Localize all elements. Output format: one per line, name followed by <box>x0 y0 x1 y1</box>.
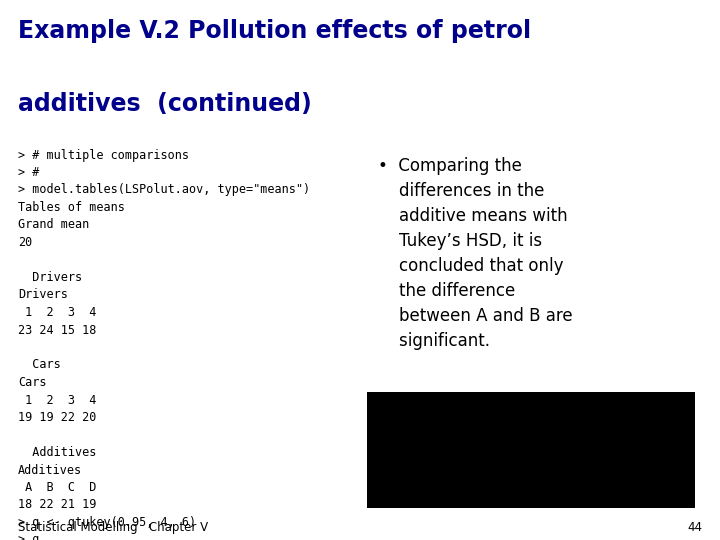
Text: Example V.2 Pollution effects of petrol: Example V.2 Pollution effects of petrol <box>18 19 531 43</box>
Text: •  Comparing the
    differences in the
    additive means with
    Tukey’s HSD,: • Comparing the differences in the addit… <box>378 157 572 349</box>
Text: additives  (continued): additives (continued) <box>18 92 312 116</box>
Text: 44: 44 <box>687 521 702 534</box>
Text: > # multiple comparisons
> #
> model.tables(LSPolut.aov, type="means")
Tables of: > # multiple comparisons > # > model.tab… <box>18 148 310 540</box>
Bar <box>367 392 695 508</box>
Text: Statistical Modelling   Chapter V: Statistical Modelling Chapter V <box>18 521 208 534</box>
